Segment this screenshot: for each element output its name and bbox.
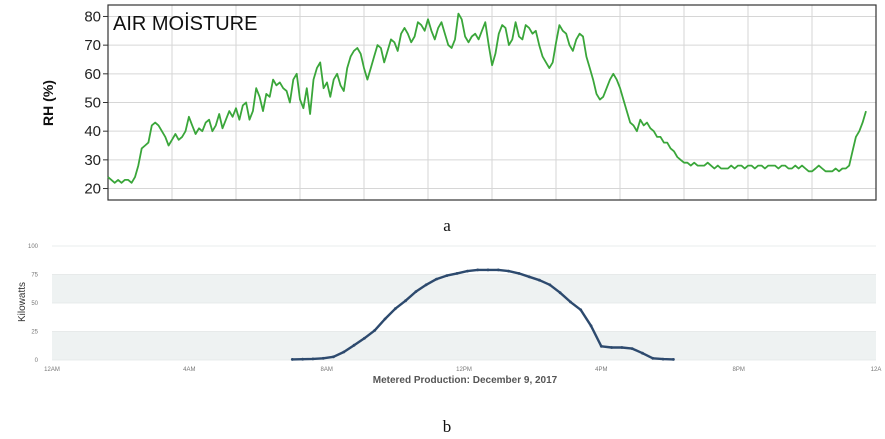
chart-a-grid bbox=[108, 5, 876, 200]
chart-b-data-point bbox=[641, 351, 644, 355]
chart-b-x-axis-label: Metered Production: December 9, 2017 bbox=[373, 375, 558, 386]
chart-b-data-point bbox=[548, 283, 552, 287]
chart-b-series-line bbox=[292, 268, 674, 361]
chart-b-data-point bbox=[301, 357, 304, 361]
chart-b-data-point bbox=[363, 336, 366, 340]
chart-b-data-point bbox=[424, 283, 428, 287]
chart-a-series-line bbox=[107, 12, 867, 184]
chart-b-bands bbox=[52, 274, 876, 360]
chart-a-y-tick-label: 30 bbox=[84, 152, 101, 169]
chart-b-data-point bbox=[290, 358, 294, 361]
chart-b-data-point bbox=[383, 317, 387, 321]
chart-b-y-tick-label: 75 bbox=[31, 273, 38, 279]
chart-b-data-point bbox=[661, 357, 665, 361]
chart-b-y-tick-label: 0 bbox=[35, 358, 39, 364]
chart-b-data-point bbox=[558, 291, 562, 295]
chart-a-y-tick-label: 70 bbox=[84, 37, 101, 54]
chart-b-data-point bbox=[393, 307, 397, 311]
chart-a-y-tick-label: 60 bbox=[84, 66, 101, 83]
chart-b-data-point bbox=[517, 272, 521, 275]
chart-b-data-point bbox=[321, 356, 325, 360]
chart-b-data-point bbox=[476, 268, 480, 272]
chart-a-plot-frame bbox=[107, 4, 877, 201]
chart-a-y-ticks: 20 30 40 50 60 70 80 bbox=[84, 8, 108, 198]
chart-b-y-axis-label: Kilowatts bbox=[17, 282, 28, 322]
chart-b-data-point bbox=[569, 300, 572, 304]
chart-b-y-tick-label: 25 bbox=[31, 330, 38, 336]
chart-b-x-tick-label: 8AM bbox=[320, 367, 332, 373]
chart-b-data-point bbox=[507, 269, 510, 273]
chart-b-y-ticks: 0 25 50 75 100 bbox=[28, 244, 876, 364]
chart-b-data-point bbox=[414, 290, 418, 293]
chart-b-data-point bbox=[373, 329, 377, 332]
chart-b-x-tick-label: 4AM bbox=[183, 367, 195, 373]
chart-b-data-point bbox=[651, 356, 655, 360]
chart-b-data-point bbox=[466, 269, 469, 273]
chart-b-x-tick-label: 12AM bbox=[44, 367, 60, 373]
caption-b: b bbox=[443, 417, 452, 436]
chart-a-y-tick-label: 50 bbox=[84, 95, 101, 112]
chart-b-data-point bbox=[538, 278, 541, 282]
chart-a-y-axis-label: RH (%) bbox=[40, 80, 56, 126]
chart-b-data-point bbox=[672, 358, 675, 361]
chart-b-data-point bbox=[486, 268, 490, 272]
chart-a-y-tick-label: 80 bbox=[84, 8, 101, 25]
chart-b-data-point bbox=[496, 268, 500, 272]
chart-b-x-tick-label: 12PM bbox=[456, 367, 472, 373]
chart-b-data-point bbox=[404, 299, 407, 303]
caption-a: a bbox=[443, 216, 451, 235]
chart-b-x-tick-label: 12A bbox=[871, 367, 882, 373]
chart-b-data-point bbox=[342, 350, 346, 354]
chart-b-data-point bbox=[630, 347, 634, 350]
chart-b-data-point bbox=[352, 343, 356, 347]
chart-b-data-point bbox=[455, 272, 459, 275]
chart-a: 20 30 40 50 60 70 80 AIR MOİSTURE RH (%) bbox=[40, 4, 877, 201]
chart-b-data-point bbox=[620, 346, 624, 349]
chart-b-x-tick-label: 8PM bbox=[732, 367, 744, 373]
chart-b-data-point bbox=[435, 277, 438, 281]
chart-b-x-tick-label: 4PM bbox=[595, 367, 607, 373]
chart-b-data-point bbox=[579, 308, 583, 312]
chart-b-y-tick-label: 50 bbox=[31, 301, 38, 307]
chart-b-data-point bbox=[332, 355, 335, 359]
chart-a-y-tick-label: 20 bbox=[84, 181, 101, 198]
chart-b-data-point bbox=[527, 275, 531, 279]
chart-b-data-point bbox=[599, 344, 603, 348]
chart-a-y-tick-label: 40 bbox=[84, 123, 101, 140]
chart-a-title: AIR MOİSTURE bbox=[113, 12, 257, 35]
chart-b-y-tick-label: 100 bbox=[28, 244, 39, 250]
chart-b-x-ticks: 12AM 4AM 8AM 12PM 4PM 8PM 12A bbox=[44, 367, 881, 373]
chart-b-data-point bbox=[610, 346, 613, 349]
chart-b-data-point bbox=[311, 357, 315, 361]
chart-b-points bbox=[290, 268, 675, 361]
chart-b-data-point bbox=[589, 324, 593, 328]
chart-b-band bbox=[52, 331, 876, 360]
chart-b-data-point bbox=[445, 274, 449, 277]
chart-b: 0 25 50 75 100 12AM 4AM 8AM 12PM 4PM 8PM 12A Kilow… bbox=[17, 244, 881, 386]
chart-b-band bbox=[52, 274, 876, 303]
